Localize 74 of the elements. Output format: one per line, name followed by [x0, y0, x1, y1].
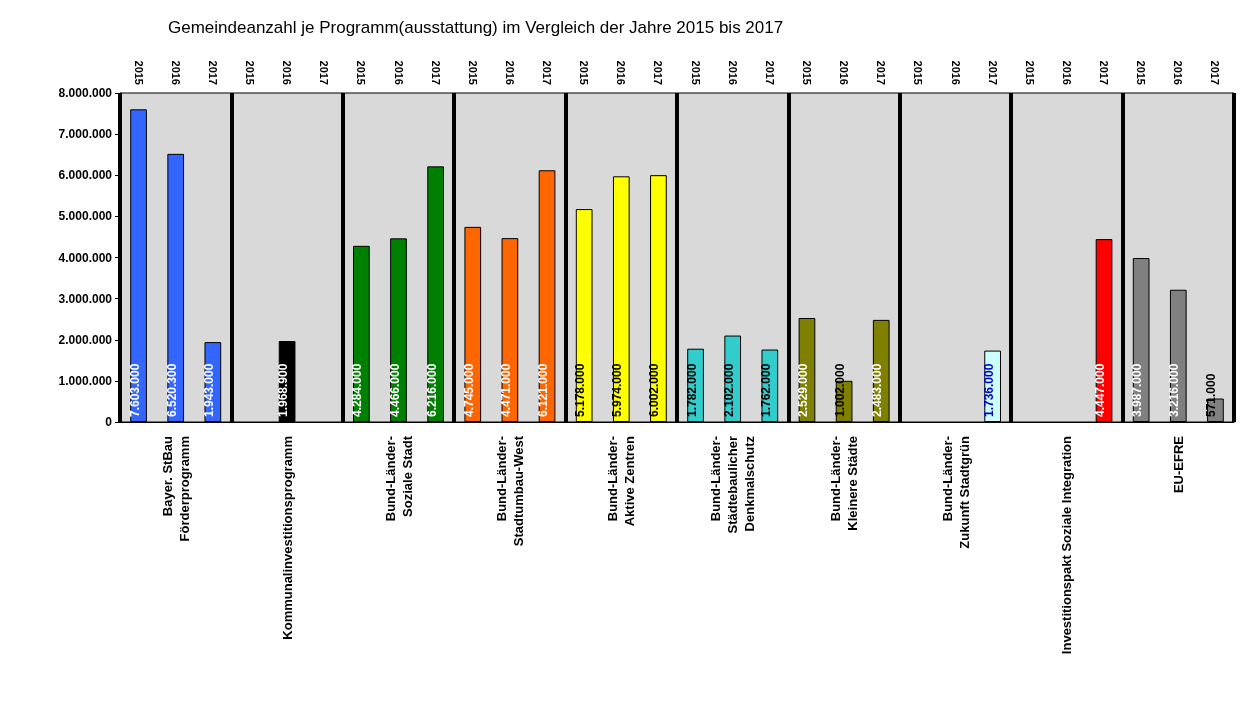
- x-tick-label: Bayer. StBau Förderprogramm: [159, 435, 192, 542]
- text: 2015: [355, 60, 368, 85]
- text: 2017: [875, 60, 888, 85]
- data-label: 3.987.000: [1130, 363, 1145, 417]
- y-tick-label: 4.000.000: [58, 250, 113, 265]
- data-label: 3.216.000: [1167, 363, 1182, 417]
- text: 2017: [986, 60, 999, 85]
- x-tick-label: Bund-Länder- Soziale Stadt: [382, 435, 415, 522]
- x-tick-label: Kommunalinvestitionsprogramm: [279, 436, 295, 640]
- data-label: 4.284.000: [350, 363, 365, 417]
- data-label: 1.762.000: [758, 363, 773, 417]
- data-label: 2.483.000: [870, 363, 885, 417]
- data-label: 6.121.000: [536, 363, 551, 417]
- text: 2015: [1023, 60, 1036, 85]
- text: 2016: [281, 60, 294, 85]
- text: 2017: [541, 60, 554, 85]
- text: 2016: [1172, 60, 1185, 85]
- text: 2017: [1209, 60, 1222, 85]
- chart-title: Gemeindeanzahl je Programm(ausstattung) im Vergleich der Jahre 2015 bis 2017: [168, 18, 784, 37]
- text: 2016: [503, 60, 516, 85]
- data-label: 1.002.000: [833, 363, 848, 417]
- text: 2016: [1060, 60, 1073, 85]
- text: 2016: [726, 60, 739, 85]
- text: 2015: [243, 60, 256, 85]
- data-label: 4.745.000: [461, 363, 476, 417]
- data-label: 5.178.000: [573, 363, 588, 417]
- text: 2017: [206, 60, 219, 85]
- text: 2016: [949, 60, 962, 85]
- text: 2017: [763, 60, 776, 85]
- data-label: 571.000: [1204, 373, 1219, 417]
- data-label: 6.002.000: [647, 363, 662, 417]
- text: 2016: [838, 60, 851, 85]
- data-label: 2.102.000: [721, 363, 736, 417]
- data-label: 1.968.900: [276, 363, 291, 417]
- y-tick-label: 7.000.000: [58, 127, 113, 142]
- text: 2017: [318, 60, 331, 85]
- text: 2015: [689, 60, 702, 85]
- x-tick-label: EU-EFRE: [1170, 435, 1186, 494]
- y-tick-label: 1.000.000: [58, 373, 113, 388]
- text: 2015: [800, 60, 813, 85]
- data-label: 4.471.000: [498, 363, 513, 417]
- data-label: 4.447.000: [1093, 363, 1108, 417]
- y-tick-label: 3.000.000: [58, 291, 113, 306]
- text: 2016: [169, 60, 182, 85]
- data-label: 5.974.000: [610, 363, 625, 417]
- data-label: 1.782.000: [684, 363, 699, 417]
- text: 2015: [1135, 60, 1148, 85]
- data-label: 2.529.000: [795, 363, 810, 417]
- y-tick-label: 0: [105, 415, 113, 429]
- data-label: 7.603.000: [127, 363, 142, 417]
- text: 2015: [466, 60, 479, 85]
- data-label: 4.466.000: [387, 363, 402, 417]
- text: 2016: [392, 60, 405, 85]
- text: 2017: [1098, 60, 1111, 85]
- data-label: 6.520.300: [164, 363, 179, 417]
- y-tick-label: 2.000.000: [58, 332, 113, 347]
- text: 2015: [912, 60, 925, 85]
- text: 2016: [615, 60, 628, 85]
- data-label: 1.943.000: [201, 363, 216, 417]
- data-label: 6.216.000: [424, 363, 439, 417]
- x-tick-label: Bund-Länder- Aktive Zentren: [605, 435, 638, 527]
- text: 2015: [578, 60, 591, 85]
- x-tick-label: Bund-Länder- Städtebaulicher Denkmalschutz: [708, 435, 758, 534]
- x-tick-label: Bund-Länder- Stadtumbau-West: [493, 435, 526, 547]
- x-tick-label: Bund-Länder- Zukunft Stadtgrün: [939, 435, 972, 549]
- y-tick-label: 8.000.000: [58, 86, 113, 100]
- y-tick-label: 5.000.000: [58, 209, 113, 224]
- x-tick-label: Bund-Länder- Kleinere Städte: [828, 436, 861, 531]
- text: 2015: [132, 60, 145, 85]
- text: 2017: [429, 60, 442, 85]
- text: 2017: [652, 60, 665, 85]
- x-tick-label: Investitionspakt Soziale Integration: [1059, 435, 1075, 655]
- data-label: 1.736.000: [981, 363, 996, 417]
- y-tick-label: 6.000.000: [58, 168, 113, 183]
